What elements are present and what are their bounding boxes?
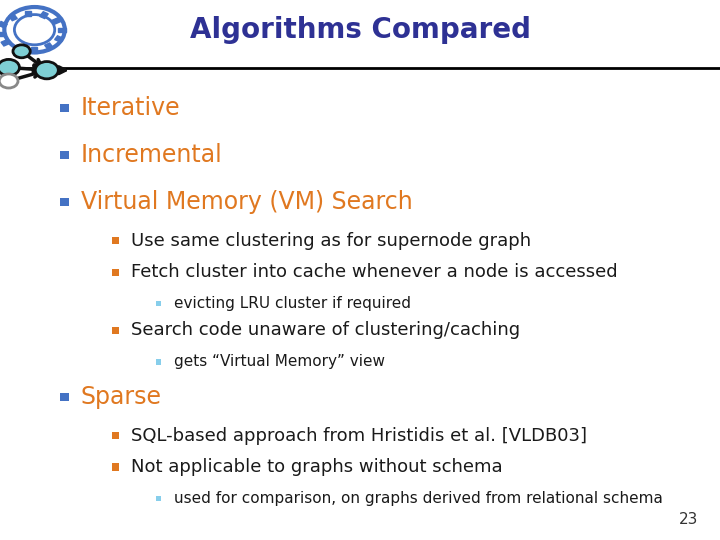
Text: evicting LRU cluster if required: evicting LRU cluster if required bbox=[174, 296, 411, 311]
Text: Fetch cluster into cache whenever a node is accessed: Fetch cluster into cache whenever a node… bbox=[131, 263, 618, 281]
Text: Virtual Memory (VM) Search: Virtual Memory (VM) Search bbox=[81, 190, 413, 214]
Bar bbox=[1, 39, 10, 46]
Circle shape bbox=[13, 45, 30, 58]
Text: Incremental: Incremental bbox=[81, 143, 222, 167]
Bar bbox=[58, 28, 66, 32]
Bar bbox=[40, 12, 48, 18]
Text: Sparse: Sparse bbox=[81, 385, 161, 409]
FancyBboxPatch shape bbox=[112, 327, 119, 334]
Text: 23: 23 bbox=[679, 511, 698, 526]
Bar bbox=[25, 11, 31, 16]
Bar bbox=[9, 14, 17, 21]
Text: SQL-based approach from Hristidis et al. [VLDB03]: SQL-based approach from Hristidis et al.… bbox=[131, 427, 587, 445]
FancyBboxPatch shape bbox=[112, 432, 119, 440]
Circle shape bbox=[35, 62, 58, 79]
FancyBboxPatch shape bbox=[60, 393, 69, 401]
Bar bbox=[52, 18, 61, 24]
Bar bbox=[45, 43, 53, 50]
Bar bbox=[0, 22, 7, 28]
FancyBboxPatch shape bbox=[112, 237, 119, 245]
Text: Iterative: Iterative bbox=[81, 96, 180, 120]
FancyBboxPatch shape bbox=[112, 268, 119, 276]
Bar bbox=[14, 45, 22, 52]
Text: Use same clustering as for supernode graph: Use same clustering as for supernode gra… bbox=[131, 232, 531, 250]
Bar bbox=[55, 36, 64, 42]
FancyBboxPatch shape bbox=[60, 198, 69, 206]
Text: Search code unaware of clustering/caching: Search code unaware of clustering/cachin… bbox=[131, 321, 520, 340]
FancyBboxPatch shape bbox=[156, 359, 161, 364]
Bar bbox=[0, 32, 4, 36]
FancyBboxPatch shape bbox=[156, 496, 161, 501]
FancyBboxPatch shape bbox=[60, 151, 69, 159]
FancyBboxPatch shape bbox=[112, 463, 119, 471]
Text: Not applicable to graphs without schema: Not applicable to graphs without schema bbox=[131, 458, 503, 476]
Text: Algorithms Compared: Algorithms Compared bbox=[189, 16, 531, 44]
Circle shape bbox=[0, 74, 18, 88]
FancyBboxPatch shape bbox=[156, 301, 161, 306]
Text: gets “Virtual Memory” view: gets “Virtual Memory” view bbox=[174, 354, 385, 369]
Bar bbox=[31, 47, 37, 52]
Circle shape bbox=[0, 59, 19, 76]
FancyBboxPatch shape bbox=[60, 104, 69, 112]
Text: used for comparison, on graphs derived from relational schema: used for comparison, on graphs derived f… bbox=[174, 491, 663, 506]
